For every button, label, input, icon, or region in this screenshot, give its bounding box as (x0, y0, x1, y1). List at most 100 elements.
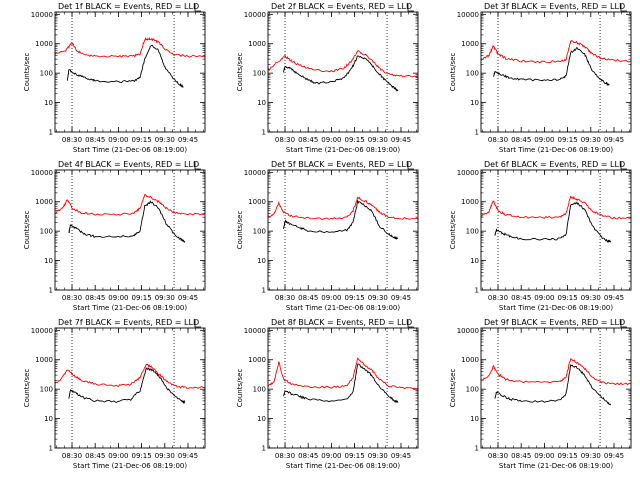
plot-frame (480, 327, 632, 449)
y-tick-label: 100 (40, 228, 53, 236)
y-tick-label: 10 (44, 257, 53, 265)
corner-bracket-icon (620, 4, 627, 12)
x-tick-label: 08:30 (62, 294, 82, 302)
y-tick-label: 100 (40, 386, 53, 394)
x-tick-label: 09:45 (604, 452, 624, 460)
detector-panel: Det 3f BLACK = Events, RED = LLD Counts/s… (449, 2, 632, 154)
x-tick-label: 09:30 (368, 294, 388, 302)
y-tick-label: 10 (44, 415, 53, 423)
y-axis-label: Counts/sec (23, 211, 31, 250)
x-tick-label: 09:00 (321, 452, 341, 460)
x-tick-label: 09:30 (368, 136, 388, 144)
detector-panel: Det 6f BLACK = Events, RED = LLD Counts/s… (449, 160, 632, 312)
y-axis-label: Counts/sec (236, 369, 244, 408)
y-tick-label: 1000 (248, 40, 266, 48)
x-axis-label: Start Time (21-Dec-06 08:19:00) (499, 146, 613, 154)
x-tick-label: 09:45 (391, 136, 411, 144)
x-axis-label: Start Time (21-Dec-06 08:19:00) (73, 304, 187, 312)
detector-panel: Det 7f BLACK = Events, RED = LLD Counts/s… (23, 318, 206, 470)
plot-frame (54, 11, 206, 133)
x-tick-label: 09:30 (368, 452, 388, 460)
y-tick-label: 10 (44, 99, 53, 107)
lld-series-line (267, 357, 419, 390)
events-series-line (66, 44, 184, 89)
x-tick-label: 09:00 (108, 294, 128, 302)
x-tick-label: 08:45 (85, 294, 105, 302)
lld-series-line (480, 40, 632, 64)
x-tick-label: 08:45 (511, 452, 531, 460)
y-tick-label: 10 (470, 99, 479, 107)
y-tick-label: 10000 (457, 327, 479, 335)
y-tick-label: 1 (262, 287, 266, 295)
x-tick-label: 08:45 (511, 136, 531, 144)
y-axis-label: Counts/sec (236, 53, 244, 92)
events-series-line (494, 364, 612, 406)
x-tick-label: 08:45 (298, 294, 318, 302)
x-tick-label: 09:15 (558, 294, 578, 302)
x-tick-label: 08:30 (488, 294, 508, 302)
x-tick-label: 09:15 (345, 452, 365, 460)
panel-title: Det 6f BLACK = Events, RED = LLD (484, 160, 625, 169)
x-tick-label: 09:00 (108, 136, 128, 144)
corner-bracket-icon (407, 162, 414, 170)
y-tick-label: 1 (475, 129, 479, 137)
x-tick-label: 09:45 (604, 294, 624, 302)
x-tick-label: 08:45 (298, 136, 318, 144)
x-tick-label: 09:15 (132, 294, 152, 302)
x-tick-label: 09:00 (534, 136, 554, 144)
x-tick-label: 09:30 (581, 452, 601, 460)
y-tick-label: 1 (49, 129, 53, 137)
x-tick-label: 09:00 (534, 452, 554, 460)
x-tick-label: 09:15 (345, 294, 365, 302)
x-tick-label: 08:30 (488, 452, 508, 460)
x-tick-label: 09:45 (178, 452, 198, 460)
x-tick-label: 09:15 (558, 452, 578, 460)
panel-title: Det 3f BLACK = Events, RED = LLD (484, 2, 625, 11)
detector-panel: Det 5f BLACK = Events, RED = LLD Counts/s… (236, 160, 419, 312)
corner-bracket-icon (194, 4, 201, 12)
x-tick-label: 08:45 (298, 452, 318, 460)
y-tick-label: 100 (466, 228, 479, 236)
y-tick-label: 1 (49, 445, 53, 453)
x-axis-label: Start Time (21-Dec-06 08:19:00) (499, 304, 613, 312)
x-tick-label: 09:30 (155, 294, 175, 302)
y-tick-label: 100 (253, 228, 266, 236)
x-tick-label: 08:45 (85, 136, 105, 144)
y-tick-label: 100 (40, 70, 53, 78)
events-series-line (283, 199, 399, 240)
y-tick-label: 10 (257, 99, 266, 107)
x-tick-label: 08:45 (85, 452, 105, 460)
x-tick-label: 09:45 (178, 136, 198, 144)
x-tick-label: 08:30 (488, 136, 508, 144)
plot-frame (480, 169, 632, 291)
lld-series-line (480, 195, 632, 220)
x-tick-label: 08:30 (62, 452, 82, 460)
events-series-line (494, 201, 612, 243)
y-tick-label: 10 (470, 257, 479, 265)
x-tick-label: 08:30 (275, 136, 295, 144)
corner-bracket-icon (620, 320, 627, 328)
x-tick-label: 08:30 (275, 294, 295, 302)
events-series-line (492, 46, 610, 87)
y-tick-label: 100 (466, 70, 479, 78)
x-tick-label: 09:00 (321, 294, 341, 302)
plot-frame (480, 11, 632, 133)
x-tick-label: 09:30 (581, 294, 601, 302)
y-axis-label: Counts/sec (23, 369, 31, 408)
x-tick-label: 09:30 (155, 452, 175, 460)
y-tick-label: 100 (466, 386, 479, 394)
x-axis-label: Start Time (21-Dec-06 08:19:00) (286, 146, 400, 154)
y-tick-label: 10000 (31, 327, 53, 335)
corner-bracket-icon (194, 320, 201, 328)
plot-frame (54, 327, 206, 449)
y-tick-label: 10000 (31, 169, 53, 177)
y-tick-label: 10000 (457, 169, 479, 177)
detector-panel: Det 4f BLACK = Events, RED = LLD Counts/s… (23, 160, 206, 312)
panel-title: Det 8f BLACK = Events, RED = LLD (271, 318, 412, 327)
y-tick-label: 1000 (461, 356, 479, 364)
y-tick-label: 10000 (244, 169, 266, 177)
corner-bracket-icon (620, 162, 627, 170)
y-tick-label: 10 (257, 257, 266, 265)
